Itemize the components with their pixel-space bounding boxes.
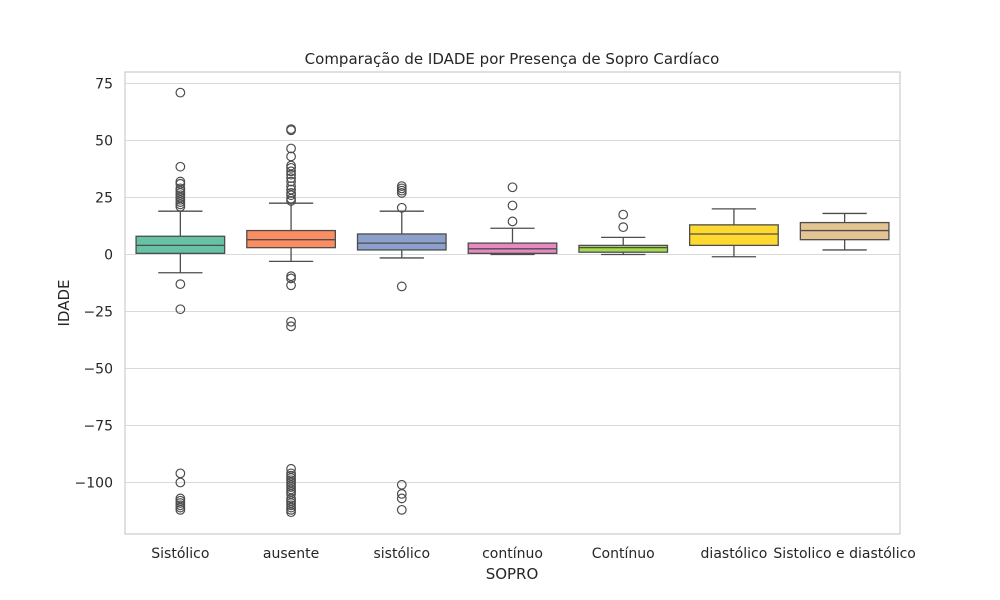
outlier-point: [286, 190, 296, 201]
box-group: [799, 212, 890, 251]
outlier-point: [175, 161, 186, 172]
outlier-point: [396, 188, 407, 198]
x-tick-labels: Sistólico ausente sistólico contínuo Contínu…: [151, 546, 916, 562]
x-tick-label: contínuo: [482, 546, 543, 562]
y-tick-label: −50: [83, 362, 113, 378]
outlier-point: [618, 222, 629, 233]
outlier-point: [175, 201, 186, 212]
outlier-point: [396, 479, 407, 490]
y-tick-label: 25: [95, 191, 113, 207]
outlier-point: [286, 173, 296, 184]
iqr-box: [688, 224, 779, 247]
y-tick-label: −100: [75, 476, 113, 492]
outlier-point: [507, 200, 518, 211]
outlier-point: [396, 493, 407, 504]
box-group: [688, 208, 779, 258]
y-tick-label: 50: [95, 134, 113, 150]
outlier-point: [286, 166, 296, 177]
box-group: [356, 181, 447, 515]
outlier-point: [396, 202, 407, 213]
outlier-point: [396, 489, 407, 499]
outlier-point: [618, 209, 629, 220]
outlier-point: [286, 196, 296, 206]
y-tick-label: −75: [83, 419, 113, 435]
x-tick-label: ausente: [263, 546, 319, 562]
outlier-point: [175, 477, 186, 488]
y-tick-label: 75: [95, 77, 113, 93]
outlier-point: [286, 143, 296, 154]
outlier-point: [507, 216, 518, 227]
chart-title: Comparação de IDADE por Presença de Sopr…: [305, 50, 720, 68]
box-group: [135, 87, 226, 515]
boxes-layer: [135, 87, 890, 518]
outlier-point: [396, 504, 407, 515]
iqr-box: [356, 233, 447, 251]
outlier-point: [175, 87, 186, 98]
x-axis-title: SOPRO: [486, 565, 539, 583]
outlier-point: [286, 125, 296, 136]
x-tick-label: sistólico: [373, 546, 430, 562]
outlier-point: [286, 176, 296, 187]
outlier-point: [175, 279, 186, 290]
outlier-point: [286, 169, 296, 180]
outlier-point: [396, 281, 407, 292]
outlier-point: [175, 468, 186, 479]
y-axis-title: IDADE: [55, 280, 73, 327]
iqr-box: [578, 244, 669, 253]
outlier-point: [286, 162, 296, 173]
outlier-point: [286, 273, 296, 284]
y-tick-label: 0: [104, 248, 113, 264]
outlier-point: [286, 280, 296, 291]
grid-lines: [125, 82, 900, 484]
outlier-point: [286, 151, 296, 162]
x-tick-label: Sistolico e diastólico: [773, 546, 915, 562]
plot-area-border: [124, 71, 901, 535]
outlier-point: [175, 304, 186, 315]
box-group: [246, 124, 337, 518]
x-tick-label: diastólico: [701, 546, 768, 562]
outlier-point: [286, 507, 296, 518]
outlier-point: [175, 504, 186, 515]
y-tick-label: −25: [83, 305, 113, 321]
x-tick-label: Contínuo: [592, 546, 655, 562]
y-tick-labels: 75 50 25 0 −25 −50 −75 −100: [75, 77, 113, 492]
outlier-point: [507, 182, 518, 193]
outlier-point: [286, 316, 296, 327]
box-group: [467, 182, 558, 256]
outlier-point: [286, 321, 296, 332]
box-group: [578, 209, 669, 256]
x-tick-label: Sistólico: [151, 546, 209, 562]
